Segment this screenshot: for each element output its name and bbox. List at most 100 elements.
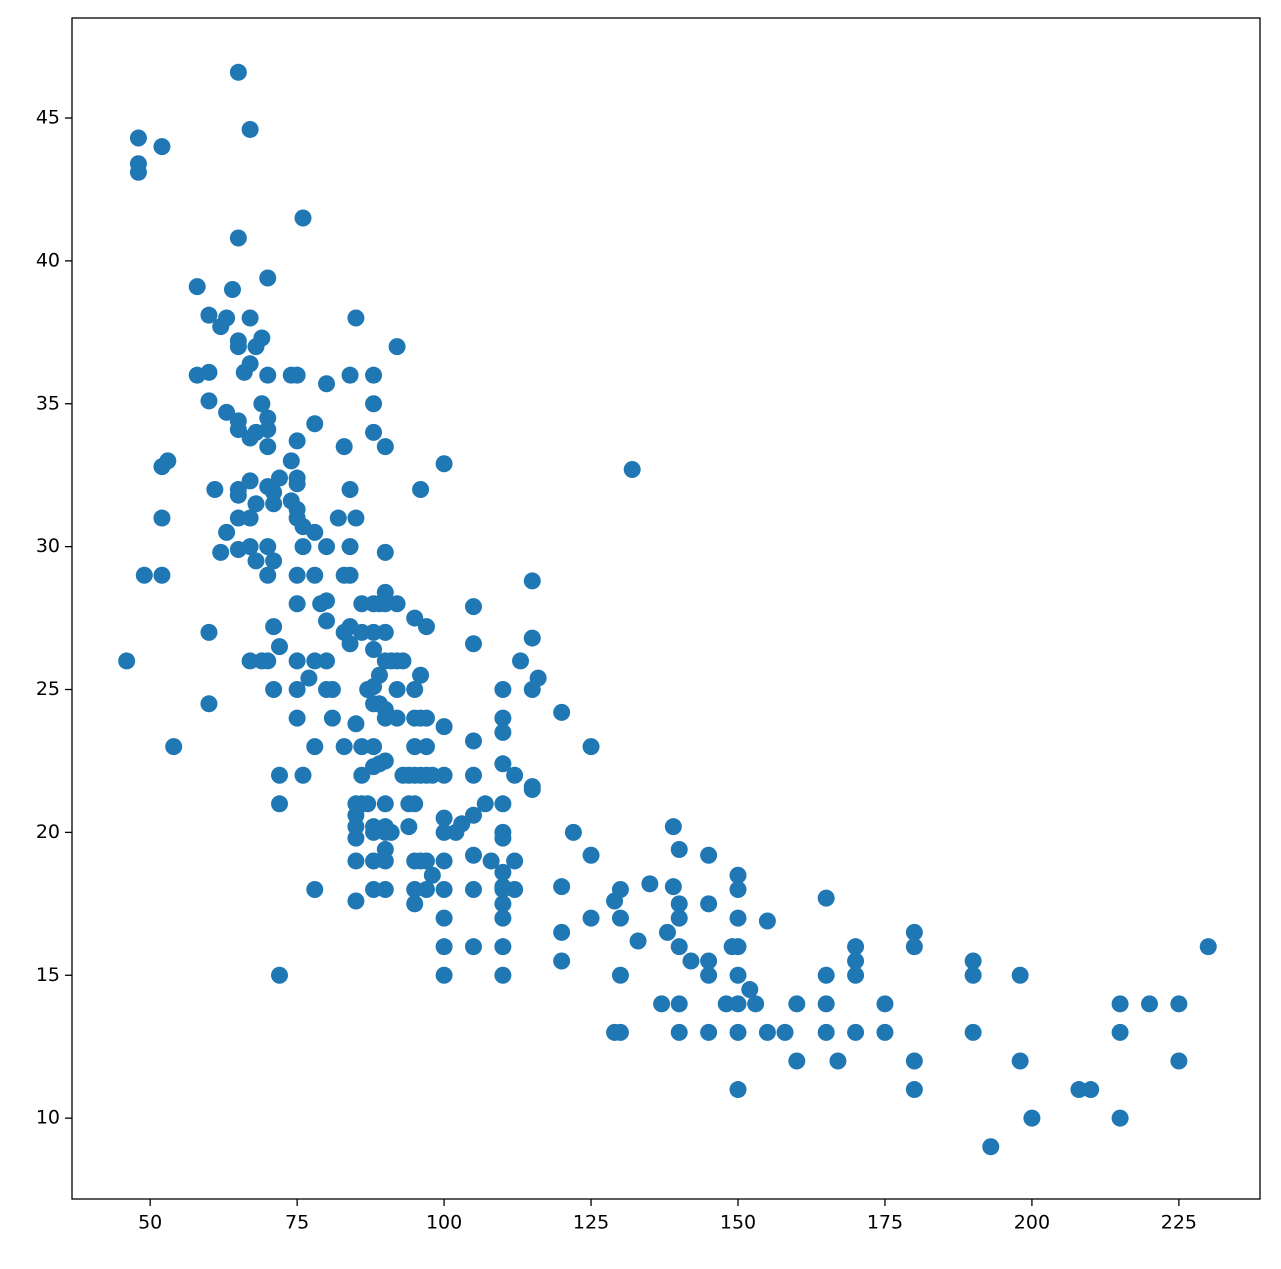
point (218, 309, 236, 327)
point (417, 618, 435, 636)
point (582, 738, 600, 756)
point (406, 795, 424, 813)
x-tick-label: 225 (1161, 1212, 1197, 1234)
point (788, 1052, 806, 1070)
point (435, 909, 453, 927)
point (365, 623, 383, 641)
point (611, 909, 629, 927)
point (365, 881, 383, 899)
point (294, 209, 312, 227)
point (670, 841, 688, 859)
point (641, 875, 659, 893)
point (494, 895, 512, 913)
x-tick-label: 75 (285, 1212, 309, 1234)
point (153, 138, 171, 156)
point (523, 572, 541, 590)
point (388, 709, 406, 727)
point (406, 609, 424, 627)
point (206, 480, 224, 498)
point (417, 881, 435, 899)
point (1111, 995, 1129, 1013)
x-tick-label: 100 (426, 1212, 462, 1234)
x-tick-label: 150 (720, 1212, 756, 1234)
point (847, 1023, 865, 1041)
point (1140, 995, 1158, 1013)
point (135, 566, 153, 584)
point (464, 732, 482, 750)
point (658, 923, 676, 941)
point (365, 852, 383, 870)
point (394, 652, 412, 670)
point (347, 715, 365, 733)
point (247, 495, 265, 513)
point (847, 938, 865, 956)
point (435, 966, 453, 984)
point (376, 595, 394, 613)
point (512, 652, 530, 670)
point (365, 641, 383, 659)
point (306, 652, 324, 670)
point (306, 415, 324, 433)
point (129, 163, 147, 181)
point (611, 1023, 629, 1041)
point (323, 709, 341, 727)
point (200, 363, 218, 381)
point (241, 309, 259, 327)
point (1199, 938, 1217, 956)
point (353, 766, 371, 784)
y-tick-label: 45 (36, 107, 60, 129)
point (1170, 995, 1188, 1013)
point (435, 809, 453, 827)
point (435, 852, 453, 870)
point (229, 229, 247, 247)
point (494, 681, 512, 699)
point (353, 738, 371, 756)
point (341, 635, 359, 653)
point (494, 723, 512, 741)
point (700, 895, 718, 913)
point (306, 881, 324, 899)
point (265, 495, 283, 513)
point (323, 681, 341, 699)
point (118, 652, 136, 670)
point (288, 475, 306, 493)
point (817, 966, 835, 984)
y-tick-label: 25 (36, 678, 60, 700)
point (423, 866, 441, 884)
point (347, 509, 365, 527)
point (847, 952, 865, 970)
point (670, 938, 688, 956)
point (406, 738, 424, 756)
point (464, 938, 482, 956)
point (129, 129, 147, 147)
point (318, 375, 336, 393)
point (523, 629, 541, 647)
point (300, 669, 318, 687)
point (376, 752, 394, 770)
point (376, 795, 394, 813)
point (341, 366, 359, 384)
point (347, 892, 365, 910)
point (905, 1052, 923, 1070)
point (506, 881, 524, 899)
point (370, 666, 388, 684)
point (494, 938, 512, 956)
point (241, 120, 259, 138)
point (288, 432, 306, 450)
point (435, 766, 453, 784)
point (200, 392, 218, 410)
point (435, 823, 453, 841)
point (582, 846, 600, 864)
point (247, 552, 265, 570)
point (271, 766, 289, 784)
point (241, 509, 259, 527)
point (553, 923, 571, 941)
point (229, 338, 247, 356)
point (265, 552, 283, 570)
point (494, 966, 512, 984)
point (1170, 1052, 1188, 1070)
point (223, 280, 241, 298)
point (406, 681, 424, 699)
point (729, 1081, 747, 1099)
point (464, 846, 482, 864)
